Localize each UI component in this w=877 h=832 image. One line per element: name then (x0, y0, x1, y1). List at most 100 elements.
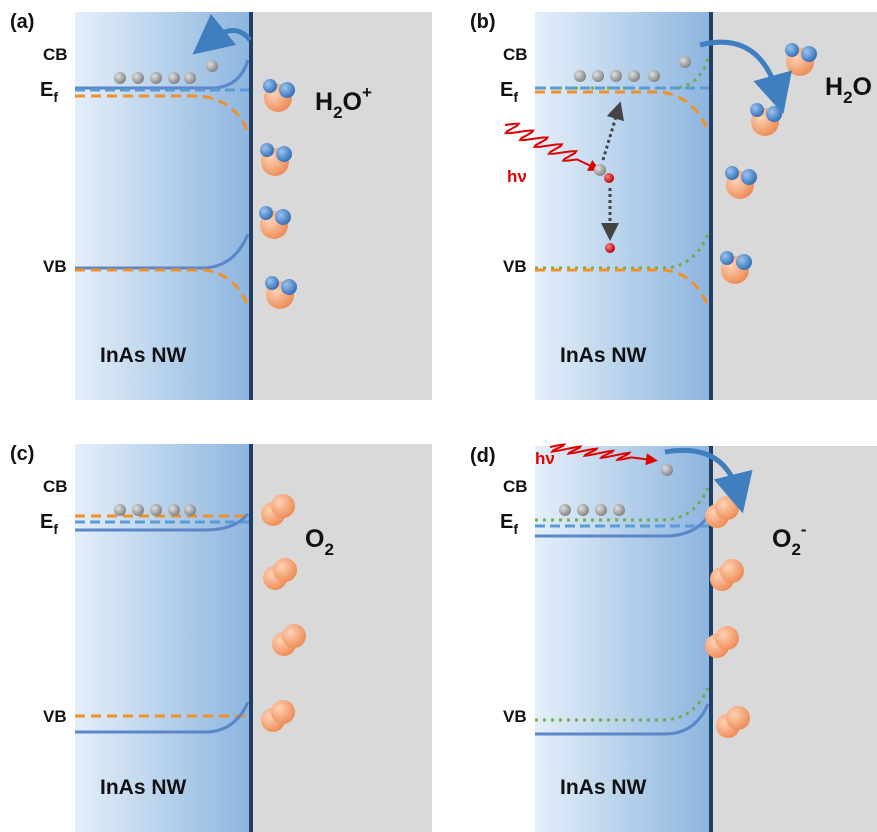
oxygen (720, 559, 744, 583)
electron (150, 72, 162, 84)
vb-label: VB (503, 257, 527, 276)
ef-sub: f (513, 89, 518, 105)
ef-sub: f (53, 521, 58, 537)
figure: (a)CBEfVBInAs NWH2O+hν(b)CBEfVBInAs NWH2… (0, 0, 877, 832)
ef-label: Ef (500, 511, 518, 537)
oxygen (271, 700, 295, 724)
hydrogen (801, 46, 817, 62)
species-part: + (362, 83, 372, 102)
material-label: InAs NW (560, 344, 647, 367)
electron (206, 60, 218, 72)
oxygen (271, 494, 295, 518)
hydrogen (720, 251, 734, 265)
hydrogen (276, 146, 292, 162)
hydrogen (275, 209, 291, 225)
hydrogen (265, 276, 279, 290)
ef-label: Ef (40, 511, 58, 537)
ef-sub: f (53, 89, 58, 105)
ef-main: E (40, 79, 53, 101)
cb-label: CB (43, 45, 68, 64)
electron (184, 72, 196, 84)
oxygen (282, 624, 306, 648)
electron (628, 70, 640, 82)
electron (559, 504, 571, 516)
electron (168, 72, 180, 84)
species-part: - (801, 520, 807, 539)
species-part: 2 (324, 540, 333, 559)
electron (613, 504, 625, 516)
species-part: O (853, 73, 872, 101)
electron (574, 70, 586, 82)
hydrogen (281, 279, 297, 295)
ef-label: Ef (40, 79, 58, 105)
oxygen (273, 558, 297, 582)
species-part: H (315, 88, 333, 116)
ef-sub: f (513, 521, 518, 537)
electron (592, 70, 604, 82)
nanowire (535, 12, 710, 400)
environment (250, 12, 432, 400)
hydrogen (750, 103, 764, 117)
material-label: InAs NW (560, 776, 647, 799)
nanowire (75, 444, 250, 832)
vb-label: VB (43, 257, 67, 276)
electron (168, 504, 180, 516)
electron (679, 56, 691, 68)
hydrogen (263, 79, 277, 93)
electron (648, 70, 660, 82)
electron (594, 164, 606, 176)
electron (661, 464, 673, 476)
electron (577, 504, 589, 516)
oxygen (715, 626, 739, 650)
hole (605, 243, 615, 253)
panel-label: (c) (10, 443, 34, 465)
hydrogen (785, 43, 799, 57)
vb-label: VB (43, 707, 67, 726)
ef-main: E (500, 511, 513, 533)
electron (132, 504, 144, 516)
electron (610, 70, 622, 82)
species-part: 2 (843, 88, 852, 107)
hydrogen (259, 206, 273, 220)
species-part: 2 (333, 103, 342, 122)
oxygen (726, 706, 750, 730)
panel: (c) CB Ef VB InAs NW O2 (10, 443, 432, 832)
panel-label: (a) (10, 11, 34, 33)
oxygen (715, 496, 739, 520)
material-label: InAs NW (100, 776, 187, 799)
species-part: H (825, 73, 843, 101)
hydrogen (766, 106, 782, 122)
electron (595, 504, 607, 516)
photon-label: hν (535, 449, 555, 468)
electron (114, 72, 126, 84)
hydrogen (260, 143, 274, 157)
cb-label: CB (43, 477, 68, 496)
electron (184, 504, 196, 516)
vb-label: VB (503, 707, 527, 726)
panel: (a) CB Ef VB InAs NW H2O+ (10, 11, 432, 400)
hydrogen (736, 254, 752, 270)
hydrogen (279, 82, 295, 98)
electron (150, 504, 162, 516)
species-part: 2 (791, 540, 800, 559)
species-part: O (343, 88, 362, 116)
panel: hν (d) CB Ef VB InAs NW O2- (470, 445, 877, 832)
material-label: InAs NW (100, 344, 187, 367)
panel: hν (b) CB Ef VB InAs NW H2O (470, 11, 877, 400)
ef-label: Ef (500, 79, 518, 105)
cb-label: CB (503, 477, 528, 496)
ef-main: E (40, 511, 53, 533)
ef-main: E (500, 79, 513, 101)
hole (604, 173, 614, 183)
hydrogen (725, 166, 739, 180)
cb-label: CB (503, 45, 528, 64)
species-part: O (772, 525, 791, 553)
panel-label: (d) (470, 445, 496, 467)
nanowire (535, 446, 710, 832)
electron (132, 72, 144, 84)
electron (114, 504, 126, 516)
photon-label: hν (507, 167, 527, 186)
panel-label: (b) (470, 11, 496, 33)
species-part: O (305, 525, 324, 553)
hydrogen (741, 169, 757, 185)
